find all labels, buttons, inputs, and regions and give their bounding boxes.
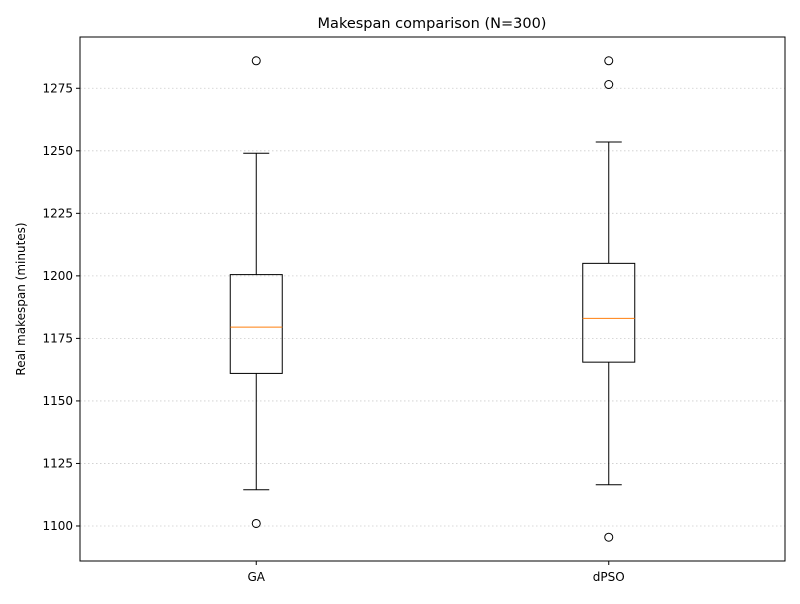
box-group [229, 56, 636, 542]
y-tick-label: 1275 [42, 81, 73, 95]
y-tick-label: 1250 [42, 144, 73, 158]
y-tick-label: 1225 [42, 206, 73, 220]
iqr-box [582, 262, 636, 363]
y-tick-label: 1200 [42, 269, 73, 283]
axis-ticks: 1100 1125 1150 1175 1200 1225 1250 1275 GA dPSO [42, 81, 624, 584]
outlier-point [604, 80, 614, 90]
box-ga [229, 56, 283, 528]
outlier-point [604, 56, 614, 66]
x-tick-label: dPSO [593, 570, 625, 584]
outlier-point [251, 56, 261, 66]
y-tick-label: 1175 [42, 331, 73, 345]
outlier-point [251, 518, 261, 528]
x-tick-label: GA [247, 570, 265, 584]
outlier-point [604, 532, 614, 542]
box-dpso [582, 56, 636, 542]
y-tick-label: 1150 [42, 394, 73, 408]
y-tick-label: 1100 [42, 519, 73, 533]
iqr-box [229, 274, 283, 374]
plot-frame [79, 36, 786, 562]
y-tick-label: 1125 [42, 456, 73, 470]
grid-lines [80, 87, 785, 527]
chart-title: Makespan comparison (N=300) [318, 16, 547, 32]
y-axis-title: Real makespan (minutes) [14, 222, 28, 375]
